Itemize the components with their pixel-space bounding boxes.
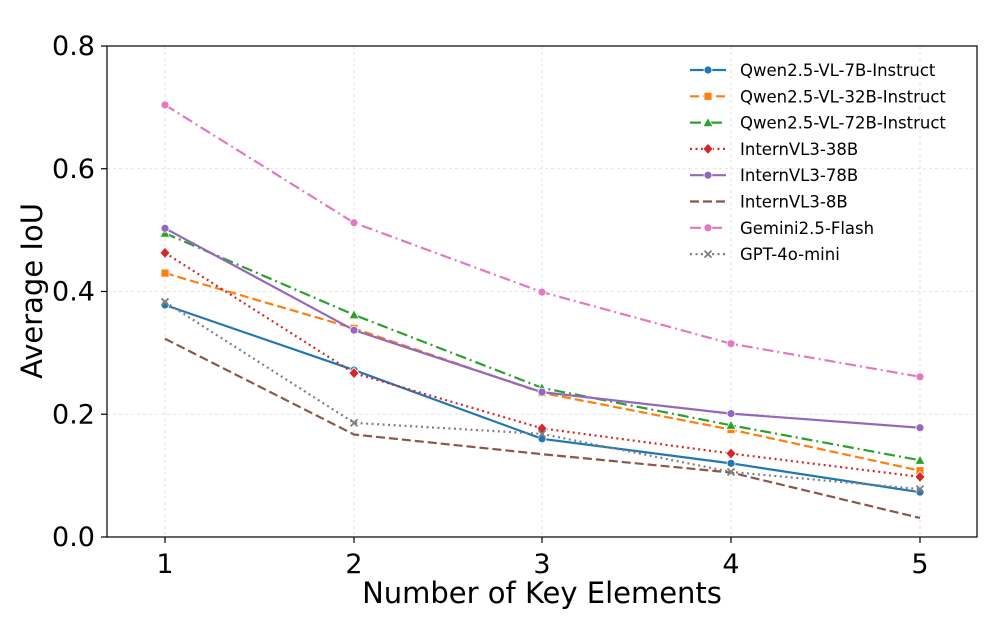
- data-point: [160, 100, 170, 110]
- series-line: [164, 251, 921, 478]
- data-point: [537, 387, 547, 397]
- series-1: [160, 268, 925, 476]
- series-4: [160, 223, 925, 433]
- x-tick-label: 4: [722, 549, 739, 580]
- x-tick-label: 3: [533, 549, 550, 580]
- series-0: [160, 300, 925, 497]
- data-point: [915, 372, 925, 382]
- legend-label: InternVL3-38B: [740, 140, 858, 159]
- y-axis-label: Average IoU: [15, 203, 49, 379]
- data-point: [915, 423, 925, 433]
- data-point: [726, 409, 736, 419]
- y-tick-label: 0.8: [52, 31, 95, 62]
- legend-entry: InternVL3-8B: [690, 193, 848, 212]
- x-axis-ticks: 1 2 3 4 5: [156, 537, 929, 580]
- data-point: [160, 223, 170, 233]
- data-point: [349, 218, 359, 228]
- series-line: [164, 337, 921, 520]
- series-6: [160, 100, 925, 382]
- legend-label: GPT-4o-mini: [740, 245, 840, 264]
- data-point: [915, 484, 925, 494]
- legend-marker: [703, 65, 713, 75]
- data-point: [160, 268, 170, 278]
- x-axis-label: Number of Key Elements: [362, 576, 722, 610]
- data-point: [160, 297, 170, 307]
- legend-entry: GPT-4o-mini: [690, 245, 840, 264]
- data-point: [914, 454, 926, 465]
- legend-entry: Qwen2.5-VL-72B-Instruct: [690, 114, 946, 133]
- series-3: [159, 246, 926, 483]
- legend-label: InternVL3-78B: [740, 166, 858, 185]
- data-point: [537, 429, 547, 439]
- legend-label: Gemini2.5-Flash: [740, 219, 874, 238]
- data-point: [159, 246, 171, 259]
- legend-entry: Qwen2.5-VL-32B-Instruct: [690, 87, 946, 106]
- legend-entry: Qwen2.5-VL-7B-Instruct: [690, 61, 936, 80]
- data-point: [348, 308, 360, 320]
- data-point: [726, 467, 736, 477]
- data-point: [537, 287, 547, 297]
- y-tick-label: 0.6: [52, 154, 95, 185]
- data-point: [725, 419, 737, 430]
- x-tick-label: 1: [156, 549, 173, 580]
- legend-entry: Gemini2.5-Flash: [690, 219, 874, 238]
- x-tick-label: 5: [911, 549, 928, 580]
- y-tick-label: 0.0: [52, 522, 95, 553]
- legend-label: InternVL3-8B: [740, 193, 848, 212]
- series-5: [164, 337, 921, 520]
- legend: Qwen2.5-VL-7B-Instruct Qwen2.5-VL-32B-Ins…: [690, 61, 946, 264]
- data-point: [726, 458, 736, 468]
- legend-marker: [703, 249, 713, 259]
- series-line: [164, 303, 921, 494]
- y-tick-label: 0.4: [52, 277, 95, 308]
- legend-label: Qwen2.5-VL-32B-Instruct: [740, 87, 946, 106]
- legend-entry: InternVL3-38B: [690, 140, 858, 159]
- series-7: [160, 297, 925, 494]
- data-point: [349, 418, 359, 427]
- legend-marker: [703, 223, 713, 233]
- legend-marker: [703, 91, 713, 101]
- legend-marker: [702, 116, 714, 127]
- data-point: [725, 447, 737, 460]
- legend-entry: InternVL3-78B: [690, 166, 858, 185]
- y-axis-ticks: 0.0 0.2 0.4 0.6 0.8: [52, 31, 107, 553]
- legend-label: Qwen2.5-VL-72B-Instruct: [740, 114, 946, 133]
- series-lines: [159, 100, 926, 520]
- x-tick-label: 2: [345, 549, 362, 580]
- legend-label: Qwen2.5-VL-7B-Instruct: [740, 61, 936, 80]
- data-point: [536, 422, 548, 435]
- data-point: [349, 325, 359, 335]
- data-point: [348, 367, 360, 380]
- data-point: [159, 227, 171, 238]
- legend-marker: [702, 142, 714, 155]
- data-point: [726, 339, 736, 349]
- legend-marker: [703, 170, 713, 180]
- y-tick-label: 0.2: [52, 399, 95, 430]
- data-point: [914, 470, 926, 483]
